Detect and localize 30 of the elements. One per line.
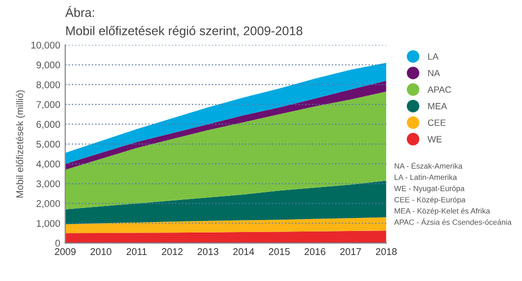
- y-axis-title: Mobil előfizetések (millió): [16, 90, 26, 198]
- x-tick-label: 2016: [304, 248, 326, 256]
- chart-title: Ábra:: [65, 6, 94, 17]
- legend-label: LA: [428, 53, 439, 60]
- y-tick-label: 3,000: [36, 180, 60, 188]
- legend-label: CEE: [428, 119, 446, 126]
- legend-label: MEA: [428, 103, 448, 110]
- chart-subtitle: Mobil előfizetések régió szerint, 2009-2018: [66, 26, 302, 38]
- x-tick-label: 2014: [233, 248, 254, 256]
- legend-label: NA: [428, 70, 440, 76]
- x-tick-label: 2010: [90, 248, 112, 256]
- y-tick-label: 10,000: [31, 42, 60, 50]
- y-tick-label: 7,000: [36, 101, 60, 110]
- y-tick-label: 8,000: [36, 81, 60, 90]
- x-tick-label: 2012: [162, 248, 183, 256]
- x-tick-label: 2011: [126, 248, 147, 256]
- y-tick-label: 6,000: [36, 120, 60, 129]
- x-tick-label: 2009: [54, 248, 76, 256]
- legend-label: APAC: [428, 86, 452, 93]
- y-tick-label: 1,000: [36, 220, 60, 228]
- y-tick-label: 2,000: [36, 200, 60, 208]
- x-tick-label: 2013: [198, 248, 218, 256]
- y-tick-label: 0: [55, 240, 60, 247]
- y-tick-label: 5,000: [36, 140, 60, 149]
- x-tick-label: 2017: [340, 248, 361, 256]
- x-tick-label: 2015: [268, 248, 290, 256]
- y-tick-label: 4,000: [36, 160, 60, 169]
- y-tick-label: 9,000: [36, 62, 60, 70]
- legend-label: WE: [428, 136, 442, 142]
- x-tick-label: 2018: [376, 248, 397, 256]
